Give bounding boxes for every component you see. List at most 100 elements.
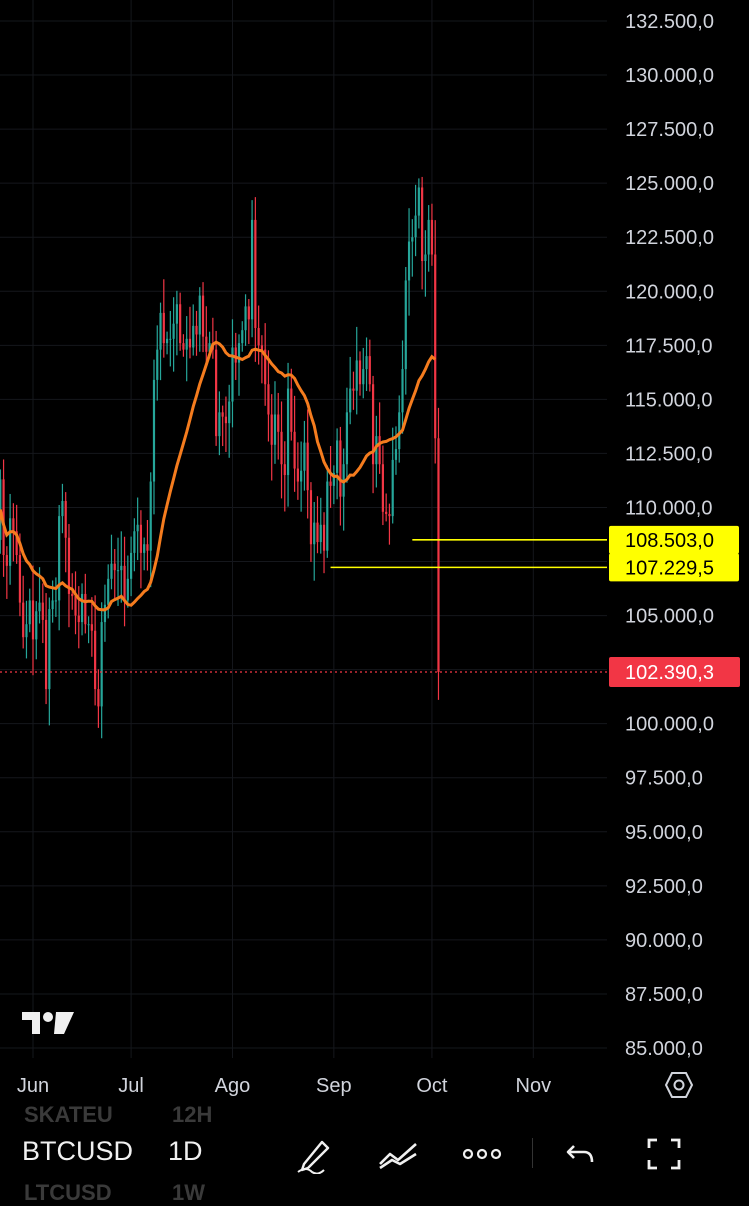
candle-body xyxy=(54,600,57,602)
y-tick-label: 100.000,0 xyxy=(625,714,714,736)
last-price-label: 102.390,3 xyxy=(625,662,714,684)
candle-body xyxy=(198,295,201,335)
candle-body xyxy=(404,280,407,370)
candle-body xyxy=(120,565,123,571)
candle-body xyxy=(94,630,97,690)
candle-body xyxy=(130,552,133,579)
candle-body xyxy=(250,219,254,320)
y-tick-label: 122.500,0 xyxy=(625,227,714,249)
x-tick-label: Jun xyxy=(17,1075,49,1097)
x-tick-label: Nov xyxy=(516,1075,552,1097)
x-tick-label: Sep xyxy=(316,1075,352,1097)
candle-body xyxy=(71,593,74,597)
candle-body xyxy=(267,384,270,415)
bottom-toolbar xyxy=(0,1108,749,1199)
candle-body xyxy=(87,624,90,626)
y-tick-label: 127.500,0 xyxy=(625,119,714,141)
candle-body xyxy=(22,602,25,638)
candle-body xyxy=(182,343,185,350)
fullscreen-icon xyxy=(647,1138,681,1170)
candle-body xyxy=(192,325,195,348)
candle-body xyxy=(437,438,440,673)
candle-body xyxy=(293,431,296,469)
candle-body xyxy=(67,537,71,594)
candle-body xyxy=(201,295,205,337)
chart-grid xyxy=(0,0,607,1058)
candle-body xyxy=(427,219,430,255)
candle-body xyxy=(264,349,267,385)
y-tick-label: 117.500,0 xyxy=(625,335,713,357)
y-tick-label: 115.000,0 xyxy=(625,389,713,411)
candle-body xyxy=(247,306,250,320)
candle-body xyxy=(175,304,178,324)
candle-body xyxy=(215,349,218,437)
candle-body xyxy=(313,522,316,545)
candle-body xyxy=(179,304,182,344)
candle-body xyxy=(322,524,326,551)
candle-body xyxy=(152,379,156,482)
candle-body xyxy=(9,518,12,566)
y-tick-label: 112.500,0 xyxy=(625,443,713,465)
candle-body xyxy=(270,414,273,445)
candle-body xyxy=(286,388,290,476)
candle-body xyxy=(28,600,31,625)
candle-body xyxy=(378,436,381,465)
candle-body xyxy=(12,518,15,532)
symbol-selector[interactable]: BTCUSD xyxy=(22,1136,134,1166)
candle-body xyxy=(254,219,257,329)
trend-tool-button[interactable] xyxy=(376,1132,420,1176)
candle-body xyxy=(421,187,424,261)
candle-body xyxy=(283,464,286,476)
candle-body xyxy=(113,563,116,571)
candle-body xyxy=(352,388,355,391)
candle-body xyxy=(414,215,417,238)
level-tag xyxy=(609,525,739,554)
candle-body xyxy=(358,360,362,385)
candle-body xyxy=(169,338,172,340)
candle-body xyxy=(388,513,391,517)
candle-body xyxy=(368,356,371,385)
candle-body xyxy=(41,602,44,620)
candle-body xyxy=(58,516,61,601)
candle-body xyxy=(18,555,22,603)
candle-body xyxy=(228,401,231,424)
x-tick-label: Oct xyxy=(416,1075,448,1097)
candle-body xyxy=(365,356,368,370)
candle-body xyxy=(165,338,169,344)
candle-body xyxy=(394,449,398,460)
candle-body xyxy=(77,615,80,623)
ghost-symbol-above: SKATEU xyxy=(24,1102,113,1127)
candle-body xyxy=(208,343,211,352)
candle-body xyxy=(126,578,129,601)
candle-body xyxy=(329,481,332,486)
candle-body xyxy=(48,609,51,690)
candle-body xyxy=(273,414,277,445)
draw-button[interactable] xyxy=(292,1132,336,1176)
candle-body xyxy=(300,470,303,482)
y-tick-label: 110.000,0 xyxy=(625,497,713,519)
undo-button[interactable] xyxy=(558,1132,602,1176)
price-chart[interactable]: 132.500,0 130.000,0 127.500,0 125.000,0 122.… xyxy=(0,0,749,1108)
candle-body xyxy=(434,254,437,439)
candle-body xyxy=(234,347,237,363)
fullscreen-button[interactable] xyxy=(642,1132,686,1176)
candle-body xyxy=(303,442,306,471)
settings-icon[interactable] xyxy=(664,1070,694,1100)
candle-body xyxy=(349,388,352,413)
more-button[interactable] xyxy=(460,1132,504,1176)
candle-body xyxy=(133,531,136,553)
candle-body xyxy=(280,431,283,465)
candle-body xyxy=(339,440,342,497)
candle-body xyxy=(44,619,48,690)
level-tag-label: 107.229,5 xyxy=(625,557,714,579)
y-axis: 132.500,0 130.000,0 127.500,0 125.000,0 122.… xyxy=(625,11,714,1060)
x-tick-label: Jul xyxy=(118,1075,144,1097)
candle-body xyxy=(260,345,263,350)
candle-body xyxy=(430,219,434,255)
candle-body xyxy=(61,500,64,517)
candle-body xyxy=(143,544,146,553)
candle-body xyxy=(277,414,280,432)
y-tick-label: 87.500,0 xyxy=(625,984,703,1006)
candle-body xyxy=(195,325,198,335)
interval-selector[interactable]: 1D xyxy=(168,1136,203,1166)
